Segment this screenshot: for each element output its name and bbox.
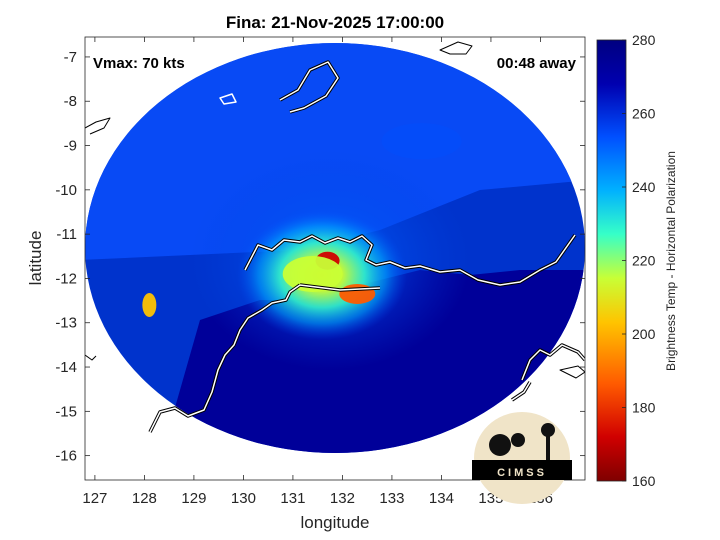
colorbar-label: Brightness Temp - Horizontal Polarizatio… bbox=[664, 151, 678, 371]
land-region bbox=[85, 43, 585, 260]
vmax-annotation: Vmax: 70 kts bbox=[93, 55, 185, 72]
island-small bbox=[219, 93, 237, 105]
y-tick-label: -11 bbox=[56, 226, 77, 243]
colorbar-gradient bbox=[596, 39, 627, 482]
x-tick-label: 131 bbox=[280, 490, 305, 507]
plot-area: 127128129130131132133134135136 -7-8-9-10… bbox=[55, 36, 586, 507]
coastline-line bbox=[149, 61, 585, 433]
logo-dish bbox=[489, 434, 511, 456]
x-tick-label: 128 bbox=[132, 490, 157, 507]
logo-dish-2 bbox=[511, 433, 525, 447]
x-tick-label: 133 bbox=[379, 490, 404, 507]
colorbar-tick-label: 220 bbox=[632, 253, 656, 269]
cimss-logo: CIMSS bbox=[472, 412, 572, 504]
y-tick-label: -9 bbox=[64, 138, 77, 155]
y-tick-label: -13 bbox=[55, 315, 77, 332]
colorbar-tick-label: 240 bbox=[632, 179, 656, 195]
colorbar: 280 260 240 220 200 180 160 Brightness Temp - … bbox=[596, 32, 678, 489]
colorbar-ticks: 280 260 240 220 200 180 160 bbox=[622, 32, 656, 489]
feature-inner-band bbox=[282, 256, 343, 293]
colorbar-tick-label: 160 bbox=[632, 473, 656, 489]
feature-outer-band-north bbox=[381, 123, 462, 160]
colorbar-tick-label: 200 bbox=[632, 326, 656, 342]
x-tick-label: 132 bbox=[330, 490, 355, 507]
x-tick-label: 134 bbox=[429, 490, 454, 507]
y-tick-label: -8 bbox=[64, 93, 77, 110]
coastline-outside bbox=[85, 41, 585, 379]
coastline bbox=[85, 41, 585, 433]
y-tick-label: -10 bbox=[55, 182, 77, 199]
logo-text: CIMSS bbox=[497, 467, 547, 479]
y-axis: -7 -8 -9 -10 -11 -12 -13 -14 -15 -16 bbox=[55, 49, 585, 465]
y-tick-label: -16 bbox=[55, 448, 77, 465]
logo-tower-ball bbox=[541, 423, 555, 437]
feature-rainband-west bbox=[142, 293, 157, 318]
y-tick-label: -12 bbox=[55, 270, 77, 287]
y-tick-label: -14 bbox=[55, 359, 77, 376]
x-tick-label: 130 bbox=[231, 490, 256, 507]
y-tick-label: -15 bbox=[55, 403, 77, 420]
x-tick-label: 129 bbox=[181, 490, 206, 507]
colorbar-tick-label: 280 bbox=[632, 32, 656, 48]
logo-tower bbox=[546, 432, 550, 460]
y-axis-label: latitude bbox=[26, 231, 45, 286]
feature-layer bbox=[142, 123, 462, 318]
x-axis-label: longitude bbox=[300, 513, 369, 532]
axes-frame bbox=[84, 36, 586, 481]
colorbar-tick-label: 180 bbox=[632, 400, 656, 416]
x-tick-label: 127 bbox=[82, 490, 107, 507]
away-annotation: 00:48 away bbox=[497, 55, 577, 72]
colorbar-tick-label: 260 bbox=[632, 106, 656, 122]
logo-sky bbox=[474, 412, 570, 504]
chart-title: Fina: 21-Nov-2025 17:00:00 bbox=[226, 13, 444, 32]
y-tick-label: -7 bbox=[64, 49, 77, 66]
logo-ground bbox=[472, 460, 572, 480]
